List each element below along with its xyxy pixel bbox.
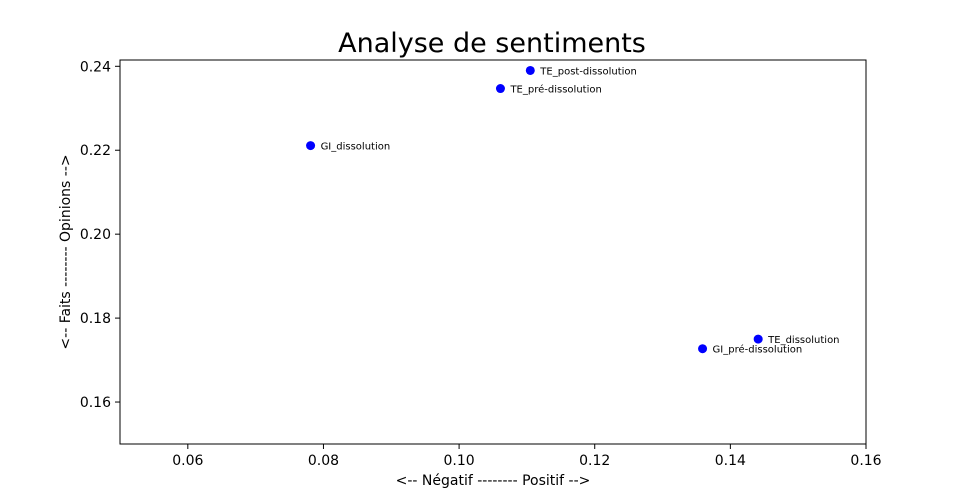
scatter-point xyxy=(753,334,763,344)
scatter-point xyxy=(698,344,708,354)
point-label: GI_dissolution xyxy=(321,142,391,153)
chart-title: Analyse de sentiments xyxy=(338,28,646,59)
x-tick-label: 0.12 xyxy=(579,453,610,469)
y-axis-ticks: 0.16 0.18 0.20 0.22 0.24 xyxy=(80,59,120,411)
y-tick-label: 0.24 xyxy=(80,59,111,75)
x-tick-label: 0.14 xyxy=(715,453,746,469)
point-label: TE_post-dissolution xyxy=(539,66,637,77)
y-tick-label: 0.18 xyxy=(80,311,111,327)
y-axis-label: <-- Faits -------- Opinions --> xyxy=(58,154,74,349)
x-tick-label: 0.16 xyxy=(850,453,881,469)
point-label: TE_pré-dissolution xyxy=(509,84,601,96)
scatter-point xyxy=(306,141,316,151)
point-label: TE_dissolution xyxy=(767,335,839,346)
x-tick-label: 0.10 xyxy=(444,453,475,469)
x-axis-label: <-- Négatif -------- Positif --> xyxy=(396,473,591,489)
y-tick-label: 0.22 xyxy=(80,143,111,159)
plot-area-frame xyxy=(119,59,867,445)
point-label: GI_pré-dissolution xyxy=(713,344,803,356)
x-axis-ticks: 0.06 0.08 0.10 0.12 0.14 0.16 xyxy=(172,444,882,469)
x-tick-label: 0.06 xyxy=(172,453,203,469)
scatter-point xyxy=(525,65,535,75)
y-tick-label: 0.16 xyxy=(80,395,111,411)
y-tick-label: 0.20 xyxy=(80,227,111,243)
x-tick-label: 0.08 xyxy=(308,453,339,469)
data-points: TE_post-dissolution TE_pré-dissolution GI_… xyxy=(306,65,840,356)
scatter-point xyxy=(495,84,505,94)
